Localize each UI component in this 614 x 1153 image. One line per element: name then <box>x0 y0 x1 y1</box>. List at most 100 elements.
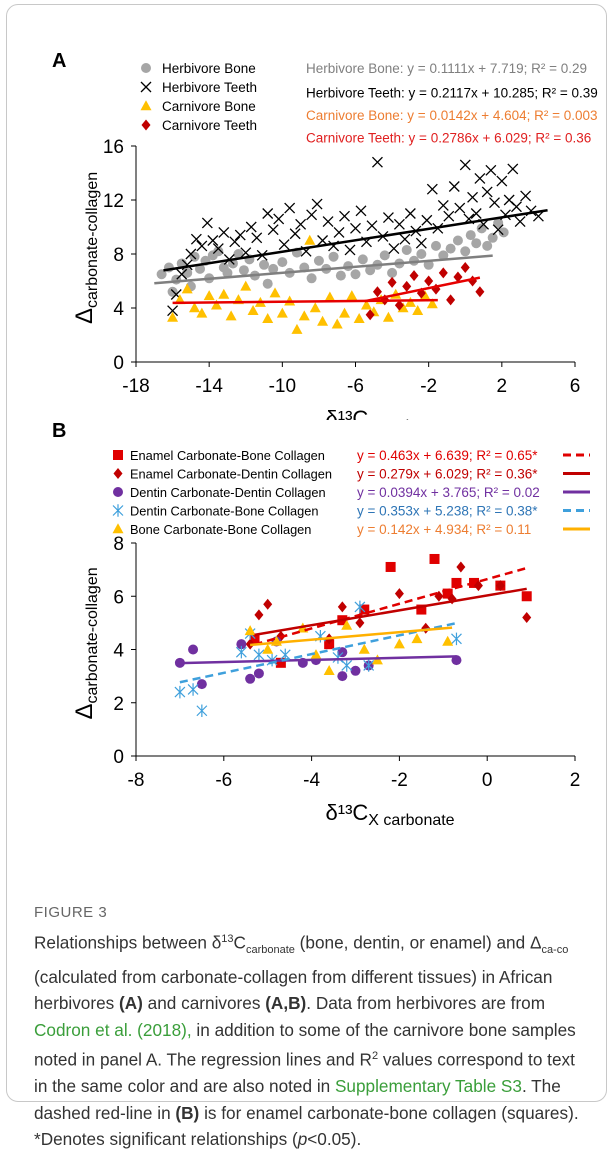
data-point <box>456 561 466 573</box>
legend-marker <box>140 100 152 111</box>
data-point <box>366 220 378 232</box>
data-point <box>460 246 471 257</box>
data-point <box>253 648 265 662</box>
data-point <box>190 233 202 245</box>
data-point <box>240 280 252 291</box>
data-point <box>218 288 230 299</box>
data-point <box>429 553 440 564</box>
x-tick-label: 6 <box>570 376 581 397</box>
data-point <box>393 638 405 649</box>
data-point <box>474 172 486 184</box>
data-point <box>196 240 208 252</box>
legend-marker <box>113 468 123 479</box>
y-tick-label: 12 <box>103 191 124 212</box>
data-point <box>234 229 246 241</box>
legend-marker <box>141 119 151 131</box>
data-point <box>289 228 301 240</box>
data-point <box>359 604 370 615</box>
trendline <box>179 621 457 684</box>
x-tick-label: -10 <box>269 376 296 397</box>
panel-label-a: A <box>52 50 67 72</box>
x-axis-label: δ¹³CX carbonate <box>326 406 455 420</box>
data-point <box>306 273 317 284</box>
data-point <box>267 224 279 236</box>
regression-equation: y = 0.279x + 6.029; R² = 0.36* <box>357 467 538 482</box>
data-point <box>245 221 257 233</box>
data-point <box>322 216 334 228</box>
data-point <box>333 226 345 238</box>
data-point <box>313 255 324 266</box>
data-point <box>346 290 358 301</box>
y-tick-label: 6 <box>113 587 124 608</box>
legend-marker <box>112 523 124 534</box>
regression-equation: Herbivore Teeth: y = 0.2117x + 10.285; R… <box>306 86 598 101</box>
data-point <box>382 311 394 322</box>
legend-marker <box>112 504 124 517</box>
data-point <box>251 232 263 244</box>
data-point <box>415 237 427 249</box>
data-point <box>156 269 167 280</box>
data-point <box>210 299 222 310</box>
series-dentin-carbonate-bone-collagen <box>174 600 462 717</box>
legend-label: Herbivore Bone <box>162 61 256 76</box>
data-point <box>522 612 532 624</box>
data-point <box>482 240 493 251</box>
y-tick-label: 4 <box>113 641 124 662</box>
data-point <box>176 268 188 280</box>
data-point <box>314 629 326 643</box>
data-point <box>355 617 365 629</box>
data-point <box>350 665 361 676</box>
data-point <box>262 643 274 654</box>
x-axis-label: δ¹³CX carbonate <box>326 800 455 829</box>
data-point <box>337 671 348 682</box>
data-point <box>451 577 462 588</box>
data-point <box>344 244 356 256</box>
data-point <box>442 588 453 599</box>
data-point <box>277 257 288 268</box>
data-point <box>306 209 318 221</box>
x-tick-label: -2 <box>420 376 437 397</box>
y-tick-label: 8 <box>113 534 124 555</box>
data-point <box>426 298 438 309</box>
data-point <box>473 580 483 592</box>
data-point <box>454 202 466 214</box>
figure-caption: Relationships between δ13Ccarbonate (bon… <box>34 932 579 1150</box>
data-point <box>459 159 471 171</box>
data-point <box>475 286 485 298</box>
x-tick-label: -8 <box>128 770 145 791</box>
data-point <box>195 263 206 274</box>
data-point <box>411 633 423 644</box>
data-point <box>471 238 482 249</box>
data-point <box>419 290 431 301</box>
data-point <box>382 212 394 224</box>
data-point <box>298 310 310 321</box>
data-point <box>304 234 316 245</box>
y-tick-label: 2 <box>113 694 124 715</box>
data-point <box>245 673 256 684</box>
data-point <box>268 263 279 274</box>
regression-equation: y = 0.0394x + 3.765; R² = 0.02 <box>357 485 540 500</box>
citation-link[interactable]: Codron et al. (2018), <box>34 1019 192 1040</box>
data-point <box>446 294 456 306</box>
data-point <box>339 307 351 318</box>
data-point <box>276 307 288 318</box>
data-point <box>236 639 247 650</box>
data-point <box>495 580 505 592</box>
legend-marker <box>141 63 151 73</box>
supplementary-table-link[interactable]: Supplementary Table S3 <box>334 1076 522 1097</box>
data-point <box>399 233 411 245</box>
data-point <box>350 222 361 234</box>
series-herbivore-bone <box>156 217 509 297</box>
data-point <box>438 267 448 279</box>
data-point <box>481 186 493 198</box>
data-point <box>218 226 230 238</box>
y-axis-label: Δcarbonate-collagen <box>71 567 101 719</box>
data-point <box>189 302 201 313</box>
data-point <box>467 191 479 203</box>
regression-equation: Carnivore Bone: y = 0.0142x + 4.604; R² … <box>306 108 598 123</box>
data-point <box>269 287 281 298</box>
legend-label: Carnivore Teeth <box>162 118 257 133</box>
y-tick-label: 4 <box>113 299 124 320</box>
data-point <box>426 183 438 195</box>
x-tick-label: -4 <box>303 770 320 791</box>
